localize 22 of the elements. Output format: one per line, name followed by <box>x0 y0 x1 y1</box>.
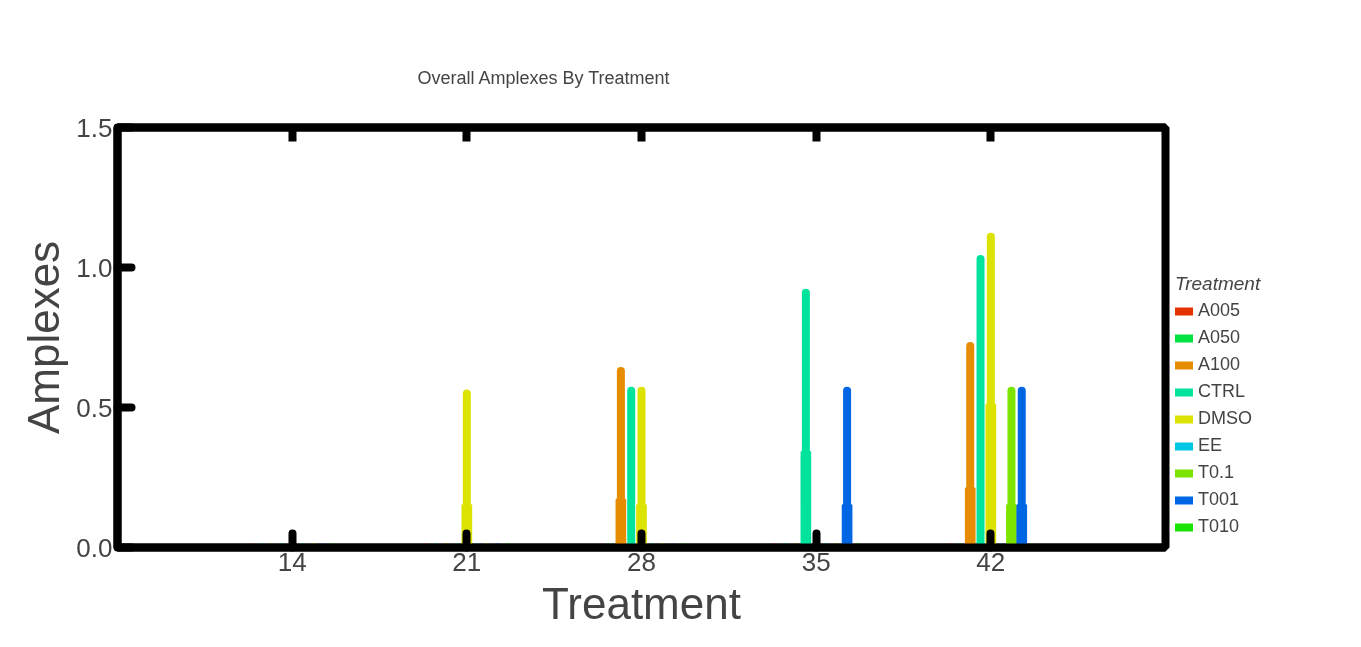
legend-label: EE <box>1198 435 1223 456</box>
y-axis-title: Amplexes <box>19 240 69 435</box>
chart-title: Overall Amplexes By Treatment <box>417 67 670 88</box>
legend-label: A005 <box>1198 300 1241 321</box>
x-tick-label: 42 <box>976 546 1006 577</box>
y-tick-label: 0.5 <box>76 392 113 423</box>
y-tick-label: 0.0 <box>76 532 113 563</box>
legend-title: Treatment <box>1175 273 1261 295</box>
legend-label: T010 <box>1198 516 1240 537</box>
legend-label: T0.1 <box>1198 462 1235 483</box>
legend-label: DMSO <box>1198 408 1252 429</box>
legend-label: CTRL <box>1198 381 1246 402</box>
x-tick-label: 21 <box>452 546 482 577</box>
legend-label: A100 <box>1198 354 1241 375</box>
y-tick-label: 1.0 <box>76 252 113 283</box>
x-axis-title: Treatment <box>542 578 741 628</box>
legend-label: A050 <box>1198 327 1241 348</box>
x-tick-label: 28 <box>627 546 656 577</box>
legend-label: T001 <box>1198 489 1240 510</box>
x-tick-label: 14 <box>277 546 307 577</box>
y-tick-label: 1.5 <box>76 112 113 143</box>
x-tick-label: 35 <box>801 546 831 577</box>
